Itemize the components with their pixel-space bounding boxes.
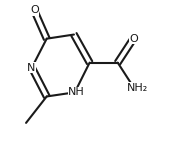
Text: N: N xyxy=(27,63,35,73)
Text: O: O xyxy=(130,34,139,44)
Text: NH: NH xyxy=(68,87,85,97)
Text: O: O xyxy=(30,5,39,15)
Text: NH₂: NH₂ xyxy=(127,83,148,93)
